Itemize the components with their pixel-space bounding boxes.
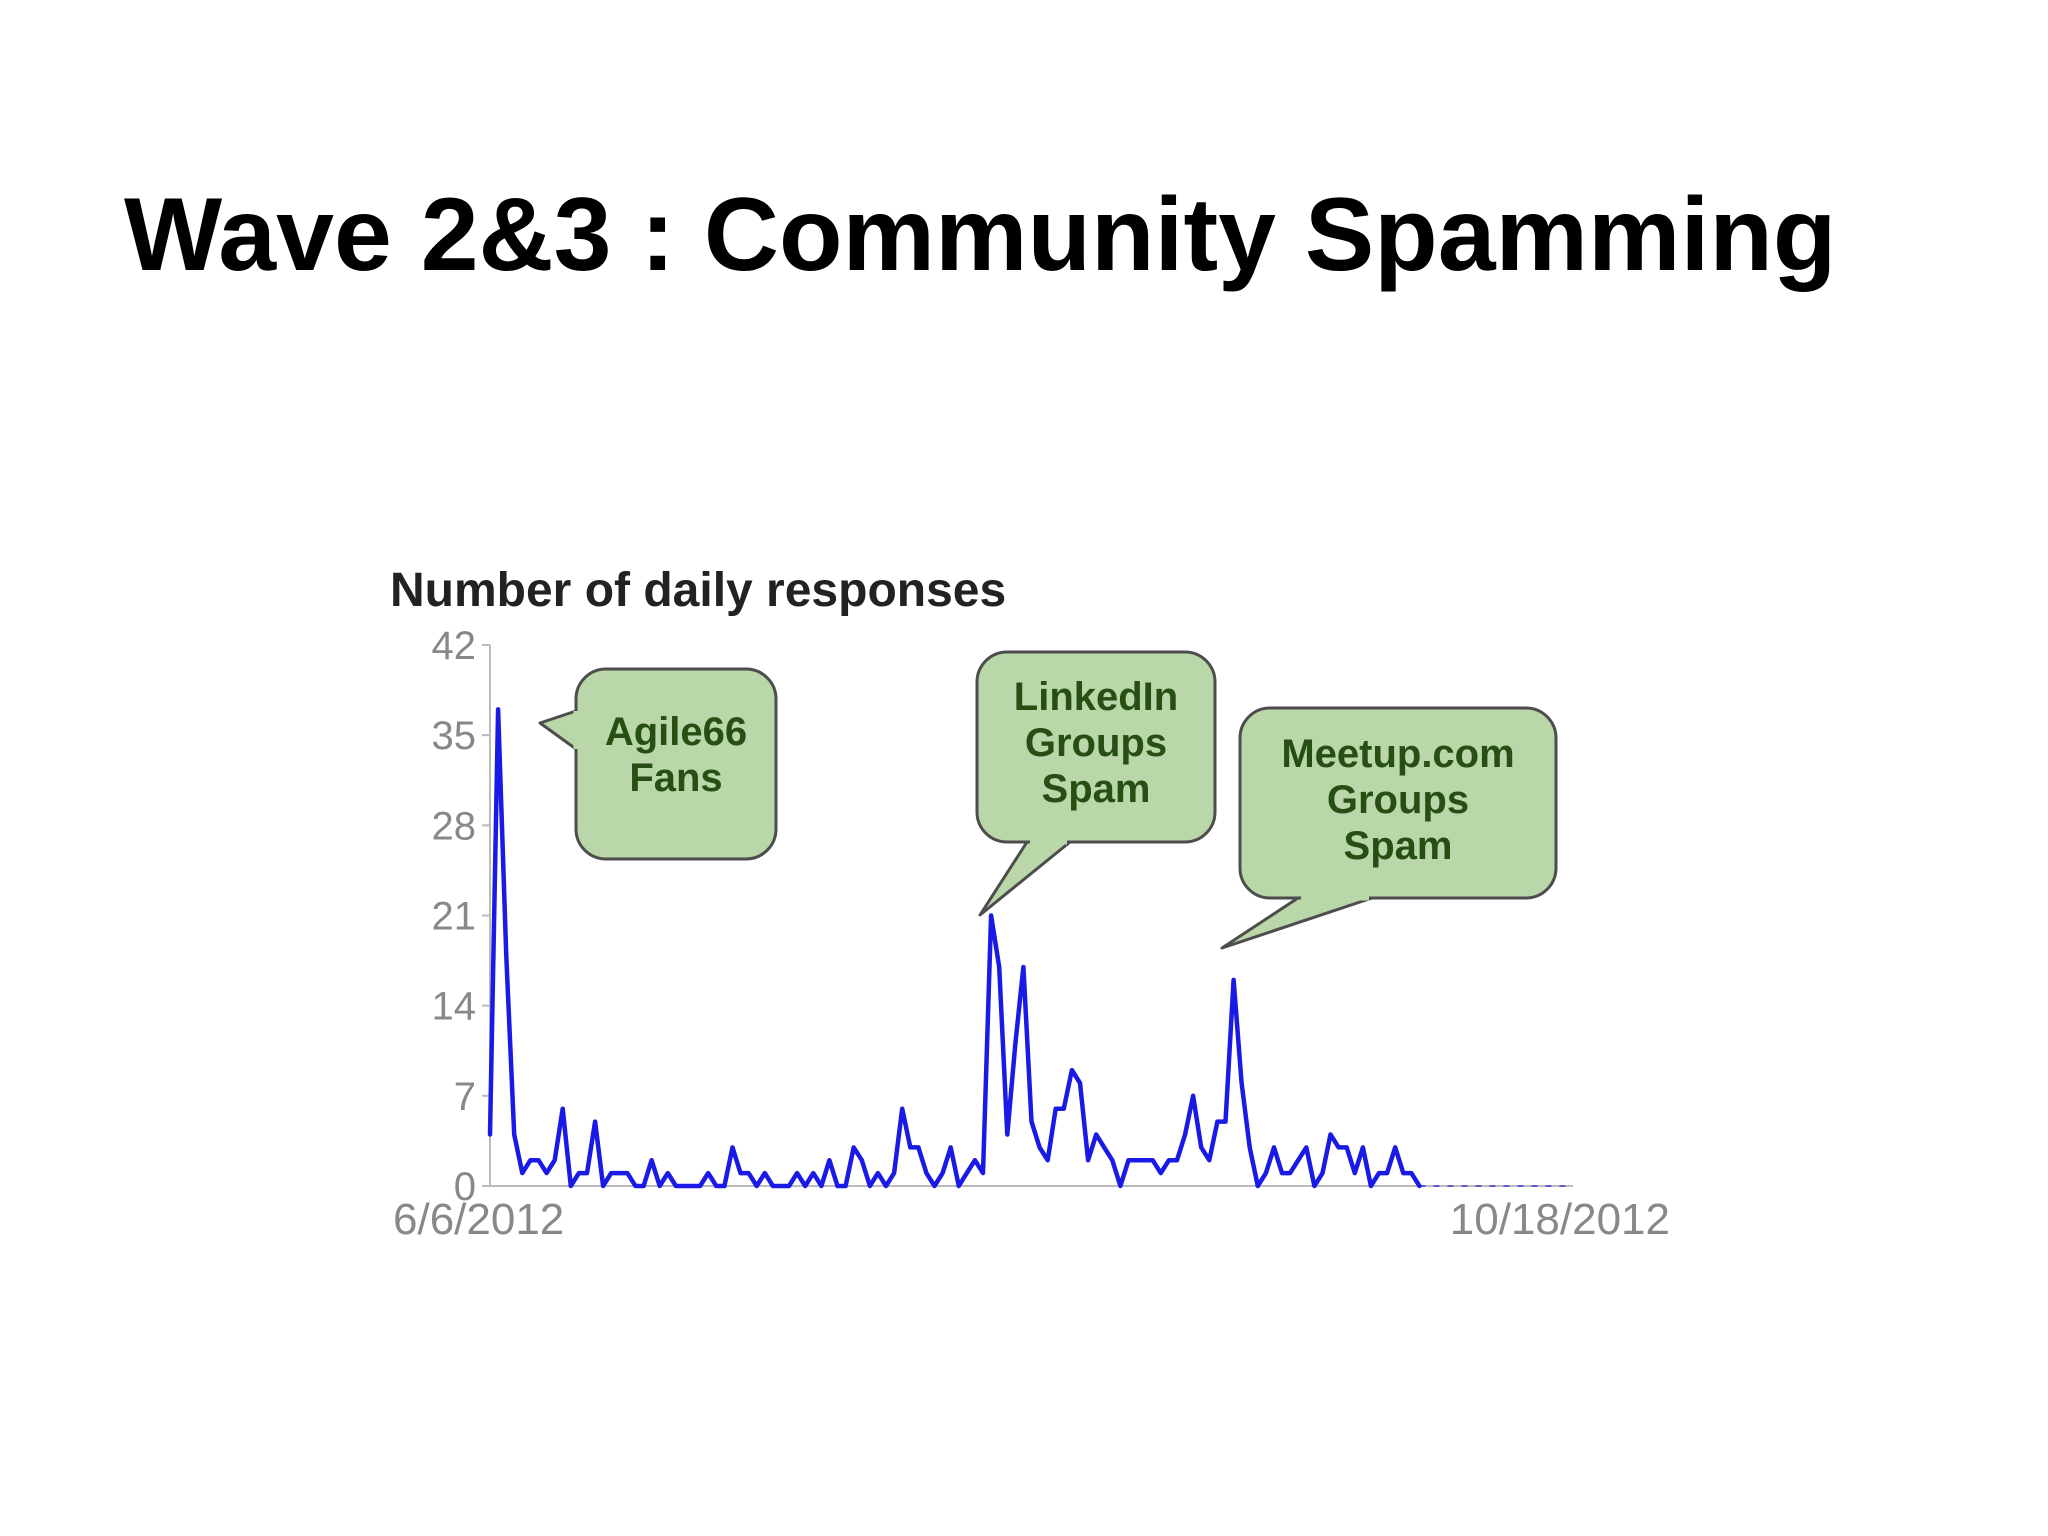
callout-box: [1238, 706, 1558, 900]
series-line: [487, 707, 1422, 1189]
callout-text-line: Spam: [1344, 824, 1453, 868]
callout-pointer: [978, 840, 1072, 917]
x-label-end: 10/18/2012: [1450, 1195, 1670, 1244]
callout-text-line: Agile66: [605, 710, 747, 754]
callout-box: [975, 650, 1217, 844]
chart-labels: 0 7 14 21 28 35 42 Number of daily responses 6/6…: [390, 564, 1670, 1244]
callout-text-line: LinkedIn: [1014, 675, 1178, 719]
series-layer: [487, 707, 1573, 1189]
callout-text-line: Fans: [629, 756, 722, 800]
y-tick-label-28: 28: [432, 804, 477, 848]
callout-text-line: Groups: [1025, 721, 1167, 765]
callout-box: [574, 667, 778, 861]
callout-text-line: Groups: [1327, 778, 1469, 822]
chart-title: Number of daily responses: [390, 564, 1006, 617]
y-tick-label-42: 42: [432, 624, 477, 668]
slide-title: Wave 2&3 : Community Spamming: [124, 177, 1837, 293]
callout-pointer: [538, 709, 578, 751]
y-tick-label-14: 14: [432, 985, 477, 1029]
y-tick-label-0: 0: [454, 1165, 476, 1209]
y-tick-label-35: 35: [432, 714, 477, 758]
callout-text-line: Spam: [1042, 767, 1151, 811]
x-label-start: 6/6/2012: [393, 1195, 564, 1244]
callout-pointer: [1220, 896, 1374, 950]
y-tick-label-21: 21: [432, 895, 477, 939]
callout-text-line: Meetup.com: [1281, 732, 1514, 776]
callouts-layer: Agile66FansLinkedInGroupsSpamMeetup.comG…: [538, 650, 1558, 950]
y-tick-label-7: 7: [454, 1075, 476, 1119]
